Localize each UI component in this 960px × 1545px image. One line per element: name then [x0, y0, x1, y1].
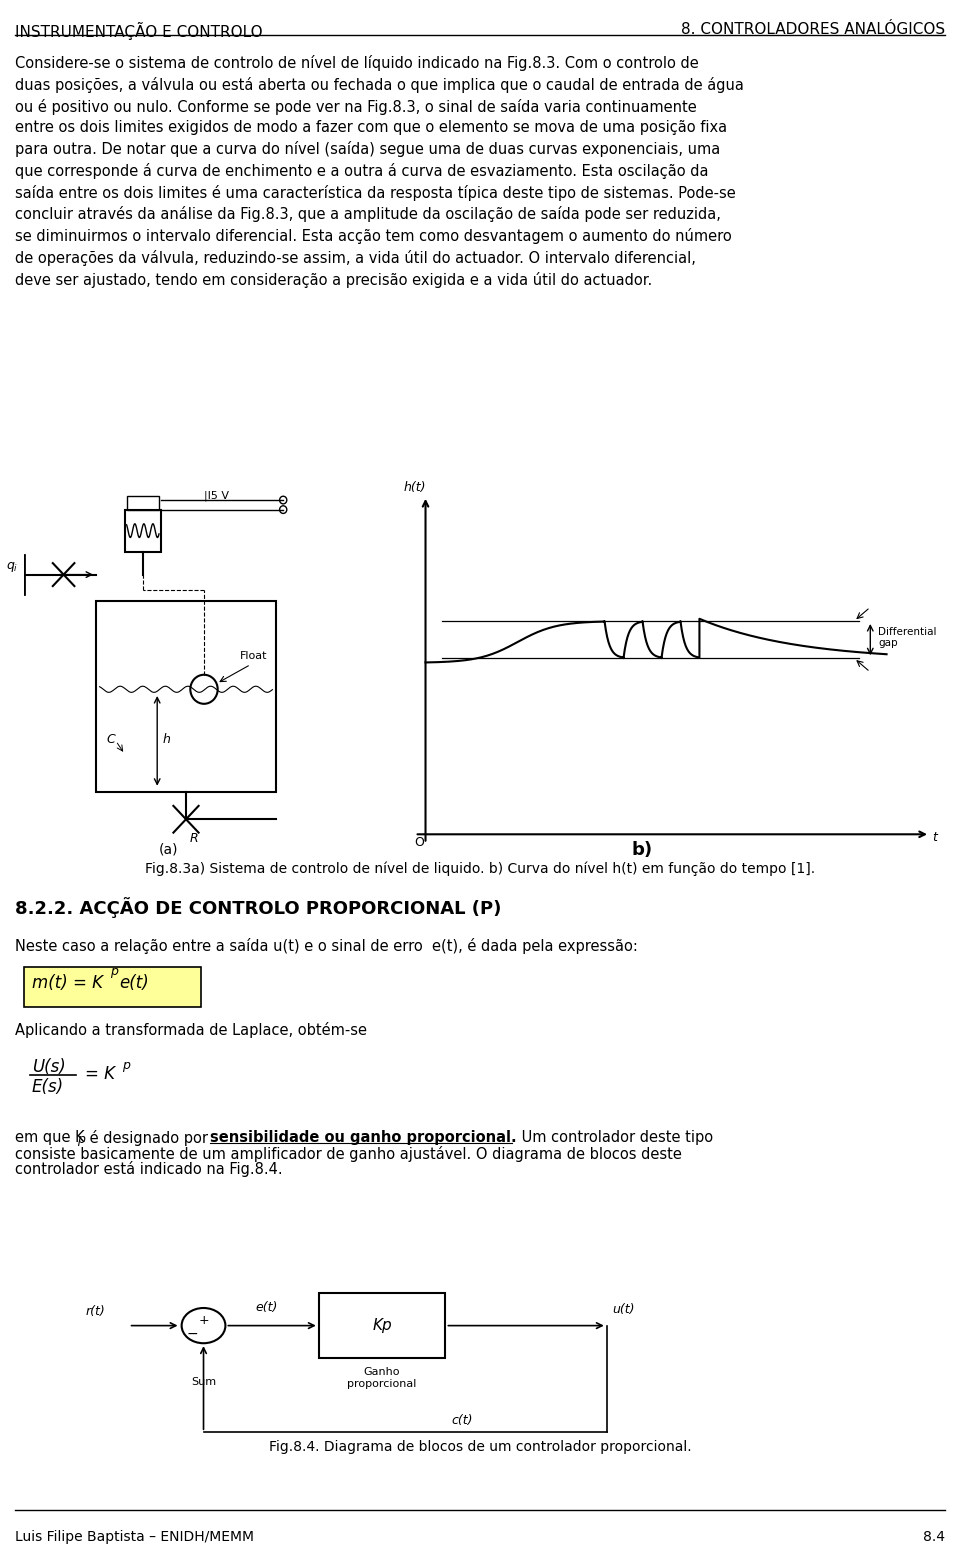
Text: Neste caso a relação entre a saída u(t) e o sinal de erro  e(t), é dada pela exp: Neste caso a relação entre a saída u(t) … [15, 938, 637, 953]
Bar [96, 601, 276, 793]
Text: p: p [77, 1132, 84, 1146]
Text: é designado por: é designado por [85, 1129, 212, 1146]
Text: p: p [110, 966, 118, 978]
Text: Float: Float [240, 650, 268, 661]
Text: e(t): e(t) [119, 973, 149, 992]
Text: c(t): c(t) [451, 1414, 472, 1428]
Text: em que K: em que K [15, 1129, 84, 1145]
Bar [127, 496, 159, 510]
Text: e(t): e(t) [255, 1301, 277, 1313]
Text: p: p [122, 1060, 130, 1072]
Text: 8.2.2. ACÇÃO DE CONTROLO PROPORCIONAL (P): 8.2.2. ACÇÃO DE CONTROLO PROPORCIONAL (P… [15, 898, 501, 918]
Text: b): b) [632, 840, 653, 859]
Text: u(t): u(t) [612, 1304, 635, 1316]
Bar [319, 1293, 445, 1358]
Text: Fig.8.4. Diagrama de blocos de um controlador proporcional.: Fig.8.4. Diagrama de blocos de um contro… [269, 1440, 691, 1454]
Text: E(s): E(s) [32, 1078, 64, 1095]
Text: = K: = K [85, 1065, 115, 1083]
Text: Luis Filipe Baptista – ENIDH/MEMM: Luis Filipe Baptista – ENIDH/MEMM [15, 1530, 254, 1543]
Text: Differential
gap: Differential gap [878, 627, 937, 647]
Text: Ganho
proporcional: Ganho proporcional [348, 1367, 417, 1389]
Text: m(t) = K: m(t) = K [32, 973, 103, 992]
Text: (a): (a) [158, 842, 178, 856]
Bar [125, 510, 161, 552]
Text: 8.4: 8.4 [923, 1530, 945, 1543]
Text: r(t): r(t) [85, 1306, 106, 1318]
Text: INSTRUMENTAÇÃO E CONTROLO: INSTRUMENTAÇÃO E CONTROLO [15, 22, 263, 40]
Text: h: h [162, 732, 171, 746]
Text: t: t [933, 831, 938, 844]
Text: Kp: Kp [372, 1318, 392, 1333]
Text: −: − [186, 1327, 198, 1341]
Text: $q_i$: $q_i$ [6, 559, 18, 573]
Text: Sum: Sum [191, 1377, 216, 1386]
FancyBboxPatch shape [24, 967, 201, 1007]
Text: O: O [415, 836, 424, 848]
Text: Fig.8.3a) Sistema de controlo de nível de liquido. b) Curva do nível h(t) em fun: Fig.8.3a) Sistema de controlo de nível d… [145, 862, 815, 876]
Text: Aplicando a transformada de Laplace, obtém-se: Aplicando a transformada de Laplace, obt… [15, 1021, 367, 1038]
Text: consiste basicamente de um amplificador de ganho ajustável. O diagrama de blocos: consiste basicamente de um amplificador … [15, 1145, 682, 1162]
Text: +: + [198, 1313, 209, 1327]
Text: h(t): h(t) [404, 480, 426, 494]
Text: 8. CONTROLADORES ANALÓGICOS: 8. CONTROLADORES ANALÓGICOS [681, 22, 945, 37]
Text: controlador está indicado na Fig.8.4.: controlador está indicado na Fig.8.4. [15, 1160, 282, 1177]
Text: |I5 V: |I5 V [204, 490, 229, 501]
Text: Um controlador deste tipo: Um controlador deste tipo [517, 1129, 713, 1145]
Text: Considere-se o sistema de controlo de nível de líquido indicado na Fig.8.3. Com : Considere-se o sistema de controlo de ní… [15, 56, 744, 287]
Text: U(s): U(s) [32, 1058, 65, 1075]
Text: C: C [107, 732, 115, 746]
Text: sensibilidade ou ganho proporcional.: sensibilidade ou ganho proporcional. [210, 1129, 516, 1145]
Text: R: R [189, 833, 198, 845]
